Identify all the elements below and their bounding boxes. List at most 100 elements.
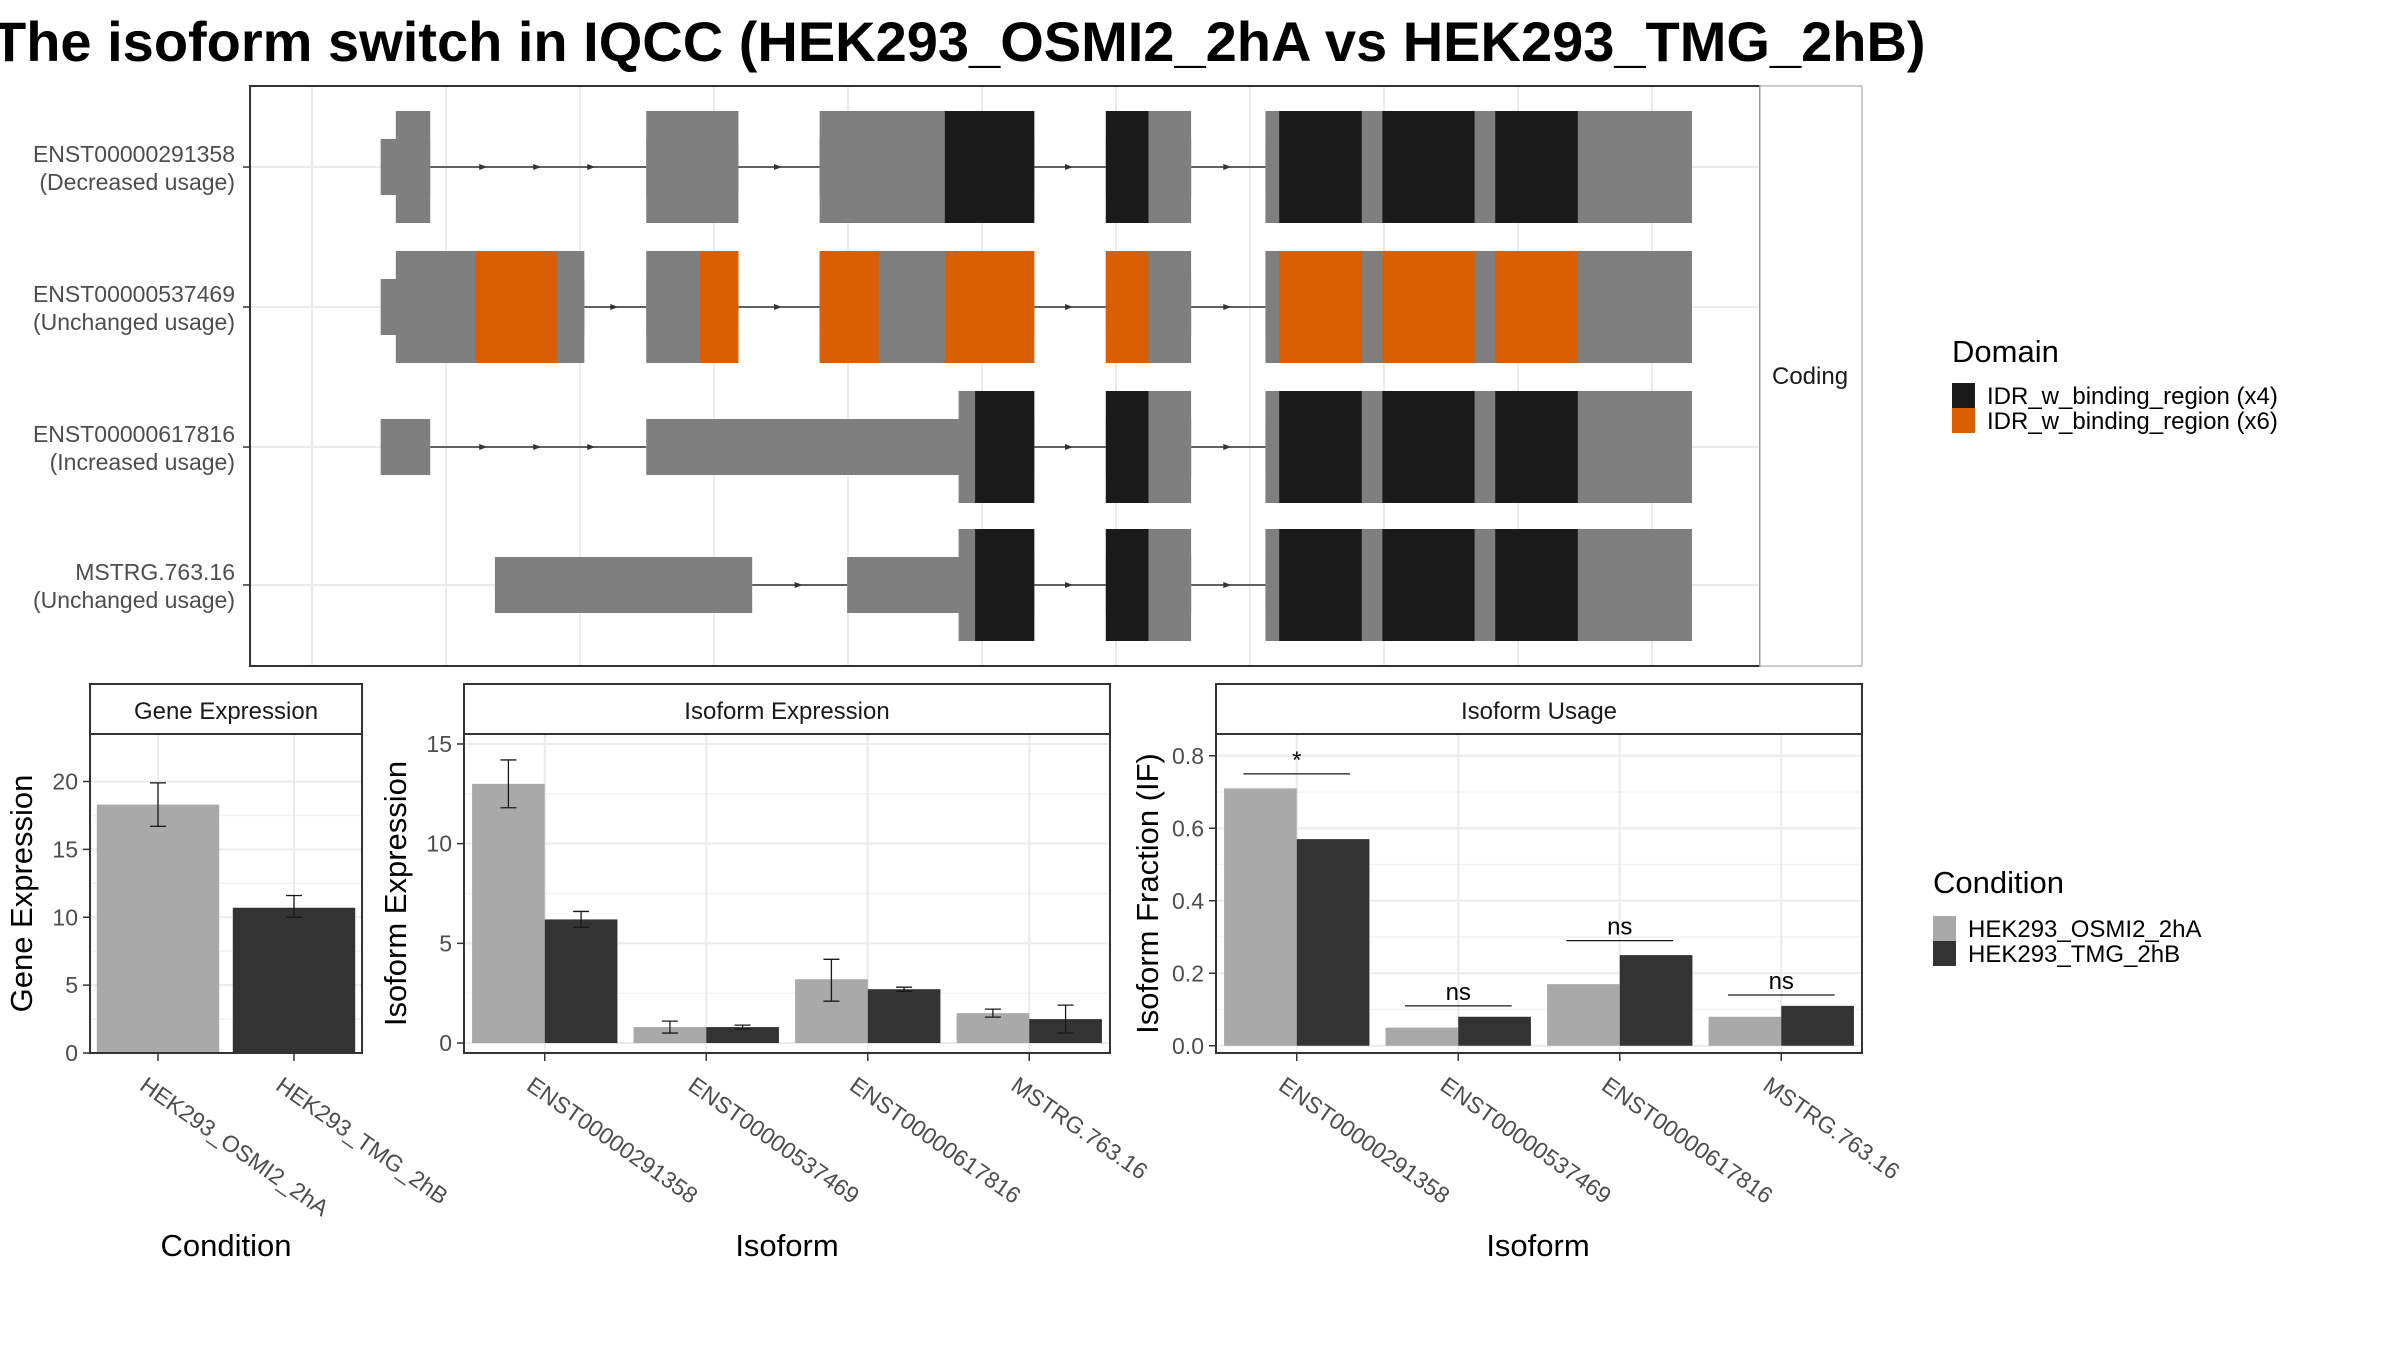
domain-block [699, 251, 739, 363]
y-tick-label: 0.0 [1172, 1033, 1204, 1059]
domain-block [1279, 391, 1362, 503]
y-tick-label: 10 [52, 904, 78, 930]
y-axis-title: Isoform Expression [378, 761, 413, 1026]
condition-legend-label: HEK293_OSMI2_2hA [1968, 916, 2201, 943]
x-axis-title: Condition [161, 1228, 292, 1263]
utr-block [494, 557, 753, 613]
facet-strip [1215, 683, 1863, 735]
y-tick-label: 0.4 [1172, 888, 1204, 914]
domain-block [944, 111, 1035, 223]
significance-label: ns [1769, 968, 1794, 995]
utr-block [380, 419, 431, 475]
domain-block [1279, 529, 1362, 641]
bar [1547, 984, 1620, 1046]
domain-block [944, 251, 1035, 363]
intron-arrow [1065, 164, 1074, 170]
intron-arrow [587, 164, 596, 170]
significance-label: ns [1446, 979, 1471, 1006]
isoform-structure-panel: ENST00000291358(Decreased usage)ENST0000… [33, 85, 1863, 667]
intron-arrow [479, 444, 488, 450]
facet-strip-label: Coding [1772, 363, 1848, 390]
domain-block [1495, 251, 1578, 363]
domain-legend-swatch [1952, 408, 1975, 433]
y-axis-title: Gene Expression [4, 775, 39, 1013]
bar [633, 1027, 707, 1044]
domain-legend-swatch [1952, 383, 1975, 408]
domain-block [819, 251, 879, 363]
bar [96, 804, 220, 1053]
intron-arrow [1065, 582, 1074, 588]
transcript-id-label: ENST00000537469 [33, 281, 235, 307]
transcript-row: ENST00000617816(Increased usage) [33, 391, 1692, 503]
intron-arrow [774, 164, 783, 170]
facet-strip-coding [1759, 85, 1863, 667]
transcript-id-label: MSTRG.763.16 [75, 559, 235, 585]
x-tick-label: MSTRG.763.16 [1007, 1072, 1153, 1185]
y-tick-label: 0 [439, 1030, 452, 1056]
x-axis-title: Isoform [735, 1228, 838, 1263]
domain-block [1382, 111, 1475, 223]
intron-arrow [1223, 164, 1232, 170]
domain-block [1495, 111, 1578, 223]
bar [1458, 1016, 1531, 1046]
x-tick-label: ENST00000537469 [1436, 1072, 1616, 1209]
x-tick-label: MSTRG.763.16 [1759, 1072, 1905, 1185]
transcript-row: ENST00000537469(Unchanged usage) [33, 251, 1692, 363]
y-tick-label: 0.2 [1172, 960, 1204, 986]
bar [472, 783, 545, 1044]
x-tick-label: ENST00000617816 [845, 1072, 1025, 1209]
intron-arrow [533, 164, 542, 170]
intron-arrow [1223, 304, 1232, 310]
intron-arrow [1223, 444, 1232, 450]
x-tick-label: ENST00000291358 [1274, 1072, 1454, 1209]
cds-block [395, 111, 431, 223]
intron-arrow [1065, 444, 1074, 450]
domain-block [975, 529, 1035, 641]
y-tick-label: 10 [426, 831, 452, 857]
x-tick-label: ENST00000617816 [1597, 1072, 1777, 1209]
transcript-id-label: ENST00000617816 [33, 421, 235, 447]
x-tick-label: ENST00000291358 [522, 1072, 702, 1209]
condition-legend-label: HEK293_TMG_2hB [1968, 941, 2180, 968]
domain-block [1382, 529, 1475, 641]
intron-arrow [479, 164, 488, 170]
facet-strip [463, 683, 1111, 735]
transcript-id-label: ENST00000291358 [33, 141, 235, 167]
intron-arrow [587, 444, 596, 450]
condition-legend-title: Condition [1933, 865, 2064, 900]
y-tick-label: 0.6 [1172, 815, 1204, 841]
intron-arrow [794, 582, 803, 588]
panel-title: Gene Expression [134, 698, 318, 725]
bar [544, 919, 618, 1044]
facet-strip [89, 683, 363, 735]
transcript-row: ENST00000291358(Decreased usage) [33, 111, 1692, 223]
transcript-usage-label: (Unchanged usage) [33, 587, 235, 613]
domain-block [1495, 529, 1578, 641]
y-tick-label: 15 [52, 836, 78, 862]
intron-arrow [1223, 582, 1232, 588]
panel-title: Isoform Usage [1461, 698, 1617, 725]
y-tick-label: 5 [439, 930, 452, 956]
transcript-usage-label: (Unchanged usage) [33, 309, 235, 335]
bar [1708, 1016, 1782, 1046]
bar [232, 907, 356, 1053]
isoform-usage-panel: * ENST00000291358 ns ENST00000537469 ns ENST0… [1130, 683, 1905, 1263]
domain-block [1382, 391, 1475, 503]
intron-arrow [1065, 304, 1074, 310]
intron-arrow [774, 304, 783, 310]
bar [1385, 1027, 1459, 1046]
bar [1296, 839, 1370, 1046]
y-tick-label: 20 [52, 769, 78, 795]
intron-arrow [610, 304, 619, 310]
legends: Domain IDR_w_binding_region (x4)IDR_w_bin… [1933, 334, 2278, 968]
domain-block [1279, 111, 1362, 223]
x-axis-title: Isoform [1486, 1228, 1589, 1263]
domain-block [1382, 251, 1475, 363]
bar [867, 989, 941, 1044]
domain-block [1495, 391, 1578, 503]
bar [1781, 1005, 1854, 1046]
y-tick-label: 0.8 [1172, 743, 1204, 769]
y-axis-title: Isoform Fraction (IF) [1130, 753, 1165, 1034]
domain-legend-label: IDR_w_binding_region (x6) [1987, 408, 2278, 435]
transcript-usage-label: (Decreased usage) [39, 169, 235, 195]
